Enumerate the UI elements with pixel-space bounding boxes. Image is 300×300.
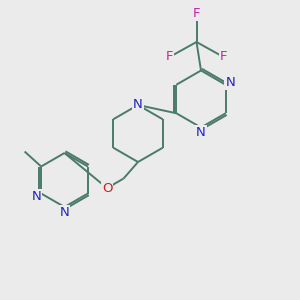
Text: N: N	[60, 206, 69, 219]
Text: N: N	[226, 76, 235, 88]
Text: N: N	[196, 126, 206, 140]
Text: F: F	[193, 7, 200, 20]
Text: O: O	[102, 182, 112, 195]
Text: F: F	[220, 50, 227, 64]
Text: F: F	[166, 50, 173, 64]
Text: N: N	[133, 98, 143, 112]
Text: N: N	[32, 190, 41, 203]
